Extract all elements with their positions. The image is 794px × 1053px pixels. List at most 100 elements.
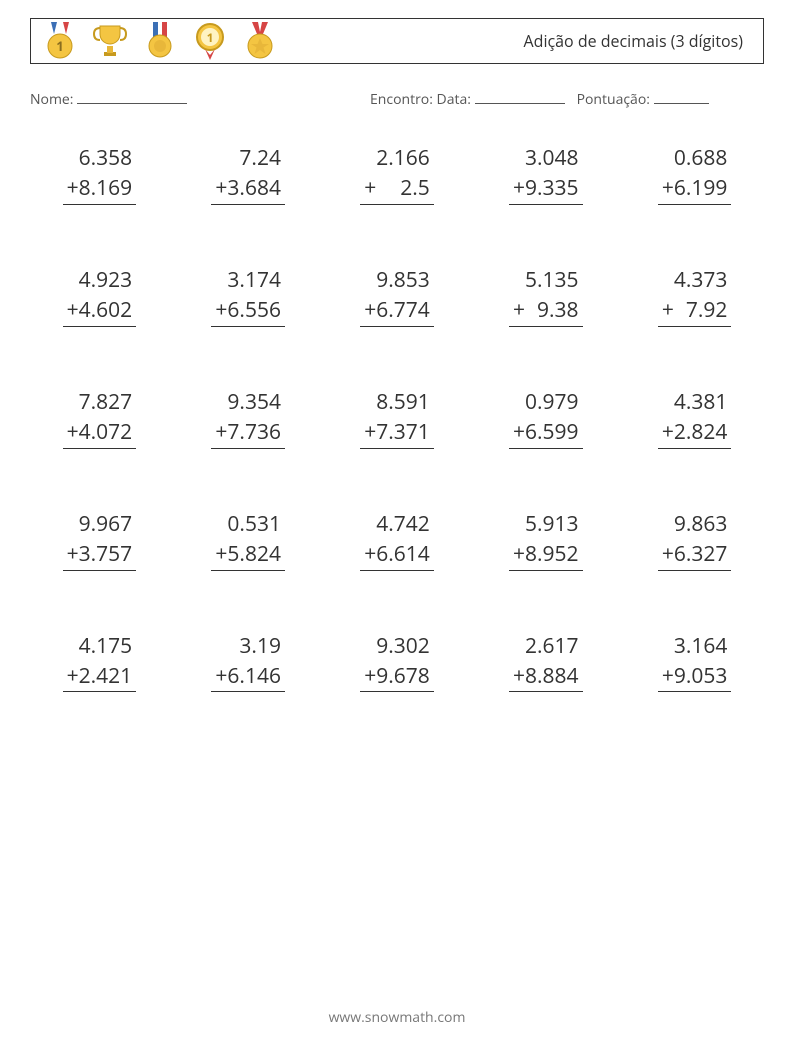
addend-bottom-value: 3.684 <box>227 174 281 202</box>
addition-stack: 0.531+5.824 <box>211 509 285 571</box>
worksheet-title: Adição de decimais (3 dígitos) <box>524 30 751 52</box>
problem: 9.967+3.757 <box>30 509 169 571</box>
plus-icon: + <box>67 295 79 325</box>
addend-bottom-value: 6.199 <box>674 174 728 202</box>
addend-top: 2.617 <box>509 631 583 661</box>
header-box: 1 <box>30 18 764 64</box>
addend-bottom: +3.684 <box>211 173 285 204</box>
plus-icon: + <box>215 417 227 447</box>
addend-bottom: +6.614 <box>360 539 434 570</box>
addend-top: 3.174 <box>211 265 285 295</box>
medal-ribbon-icon <box>143 22 177 60</box>
addend-top: 4.381 <box>658 387 732 417</box>
addend-top: 9.863 <box>658 509 732 539</box>
problem: 7.24+3.684 <box>179 143 318 205</box>
score-field: Pontuação: <box>577 90 709 109</box>
addend-bottom-value: 7.92 <box>674 296 728 324</box>
addend-bottom: +7.371 <box>360 417 434 448</box>
addend-bottom: +8.884 <box>509 661 583 692</box>
plus-icon: + <box>662 539 674 569</box>
problem: 9.863+6.327 <box>625 509 764 571</box>
problem: 4.175+2.421 <box>30 631 169 693</box>
addend-bottom-value: 9.053 <box>674 662 728 690</box>
addend-bottom: +8.952 <box>509 539 583 570</box>
addend-bottom: +9.053 <box>658 661 732 692</box>
name-label: Nome: <box>30 90 73 109</box>
score-blank[interactable] <box>654 103 709 104</box>
addend-bottom: +2.421 <box>63 661 137 692</box>
problem: 8.591+7.371 <box>328 387 467 449</box>
footer-url: www.snowmath.com <box>0 1008 794 1027</box>
problem: 9.354+7.736 <box>179 387 318 449</box>
problem: 0.688+6.199 <box>625 143 764 205</box>
plus-icon: + <box>364 539 376 569</box>
plus-icon: + <box>215 173 227 203</box>
problem: 5.913+8.952 <box>476 509 615 571</box>
addend-bottom-value: 7.371 <box>376 418 430 446</box>
addend-top: 5.135 <box>509 265 583 295</box>
problems-grid: 6.358+8.169 7.24+3.6842.166+ 2.53.048+9.… <box>30 143 764 692</box>
plus-icon: + <box>513 539 525 569</box>
addend-top: 5.913 <box>509 509 583 539</box>
addition-stack: 8.591+7.371 <box>360 387 434 449</box>
plus-icon: + <box>662 417 674 447</box>
plus-icon: + <box>364 173 376 203</box>
addition-stack: 5.135+ 9.38 <box>509 265 583 327</box>
plus-icon: + <box>364 417 376 447</box>
addition-stack: 4.923+4.602 <box>63 265 137 327</box>
encounter-field: Encontro: Data: <box>370 90 565 109</box>
plus-icon: + <box>215 295 227 325</box>
plus-icon: + <box>662 295 674 325</box>
addend-top: 0.531 <box>211 509 285 539</box>
problem: 2.166+ 2.5 <box>328 143 467 205</box>
addition-stack: 7.24+3.684 <box>211 143 285 205</box>
addition-stack: 9.863+6.327 <box>658 509 732 571</box>
addend-bottom-value: 2.421 <box>79 662 133 690</box>
date-label: Data: <box>437 90 471 109</box>
name-blank[interactable] <box>77 103 187 104</box>
addend-bottom-value: 4.072 <box>79 418 133 446</box>
addend-bottom: +4.072 <box>63 417 137 448</box>
addend-bottom-value: 6.774 <box>376 296 430 324</box>
score-label: Pontuação: <box>577 90 650 109</box>
addend-bottom: + 7.92 <box>658 295 732 326</box>
svg-text:1: 1 <box>56 37 63 55</box>
addend-top: 9.302 <box>360 631 434 661</box>
plus-icon: + <box>215 539 227 569</box>
date-blank[interactable] <box>475 103 565 104</box>
problem: 3.19+6.146 <box>179 631 318 693</box>
problem: 4.373+ 7.92 <box>625 265 764 327</box>
addend-top: 4.373 <box>658 265 732 295</box>
addition-stack: 3.174+6.556 <box>211 265 285 327</box>
plus-icon: + <box>215 661 227 691</box>
addend-bottom: +6.556 <box>211 295 285 326</box>
problem: 0.531+5.824 <box>179 509 318 571</box>
addition-stack: 9.967+3.757 <box>63 509 137 571</box>
addend-bottom-value: 8.952 <box>525 540 579 568</box>
addend-top: 0.688 <box>658 143 732 173</box>
addend-top: 4.923 <box>63 265 137 295</box>
problem: 2.617+8.884 <box>476 631 615 693</box>
addend-bottom: +7.736 <box>211 417 285 448</box>
addition-stack: 5.913+8.952 <box>509 509 583 571</box>
addition-stack: 0.979+6.599 <box>509 387 583 449</box>
addend-top: 7.24 <box>211 143 285 173</box>
addend-bottom-value: 2.824 <box>674 418 728 446</box>
addend-bottom-value: 8.169 <box>79 174 133 202</box>
addend-bottom: +6.146 <box>211 661 285 692</box>
worksheet-page: 1 <box>0 0 794 1053</box>
addend-top: 3.164 <box>658 631 732 661</box>
addend-bottom: +6.327 <box>658 539 732 570</box>
plus-icon: + <box>67 417 79 447</box>
plus-icon: + <box>513 661 525 691</box>
addend-bottom-value: 6.614 <box>376 540 430 568</box>
plus-icon: + <box>513 295 525 325</box>
problem: 4.742+6.614 <box>328 509 467 571</box>
addend-bottom-value: 4.602 <box>79 296 133 324</box>
addend-bottom: +2.824 <box>658 417 732 448</box>
problem: 4.923+4.602 <box>30 265 169 327</box>
addend-bottom: +3.757 <box>63 539 137 570</box>
addition-stack: 4.742+6.614 <box>360 509 434 571</box>
plus-icon: + <box>67 173 79 203</box>
plus-icon: + <box>662 661 674 691</box>
